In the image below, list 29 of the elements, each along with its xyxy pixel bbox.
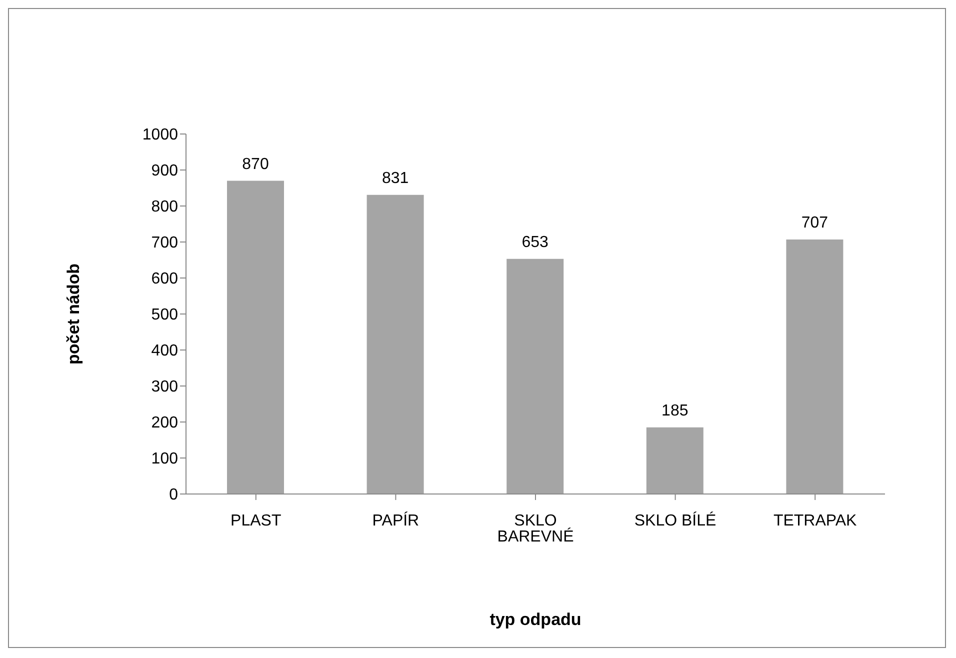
y-tick-label: 700 [151,234,178,252]
y-axis-title: počet nádob [64,263,83,365]
y-tick-label: 200 [151,414,178,432]
y-tick-label: 100 [151,450,178,468]
data-label: 185 [662,402,688,420]
data-label: 870 [242,156,269,173]
bar [646,427,704,494]
y-tick-label: 500 [151,306,178,324]
y-tick-label: 300 [151,378,178,396]
x-tick-label: SKLO BAREVNÉ [497,512,574,546]
y-tick-label: 400 [151,342,178,360]
bar [786,239,844,494]
data-label: 653 [522,234,549,251]
x-tick-label: PAPÍR [372,511,420,530]
data-label: 707 [801,214,828,232]
y-tick-label: 800 [151,198,178,216]
x-tick-label: TETRAPAK [773,512,858,530]
y-tick-label: 900 [151,162,178,180]
x-tick-label: PLAST [230,512,282,530]
chart-frame: počet nádob PLAST PAPÍR SKLO BAREVNÉ SKLO BÍLÉ TETRAPAK typ odpadu 0 100 200 300 400 500 600 700 800 900 1000 870 831 653 185 707 [8,8,946,648]
y-tick-label: 0 [169,486,178,504]
y-tick-label: 1000 [142,126,178,144]
bar [227,180,284,494]
y-tick-label: 600 [151,270,178,288]
bar [506,258,564,494]
x-axis-title: typ odpadu [490,610,582,629]
data-label: 831 [382,170,409,187]
bar [366,194,424,494]
x-tick-label: SKLO BÍLÉ [634,511,716,530]
